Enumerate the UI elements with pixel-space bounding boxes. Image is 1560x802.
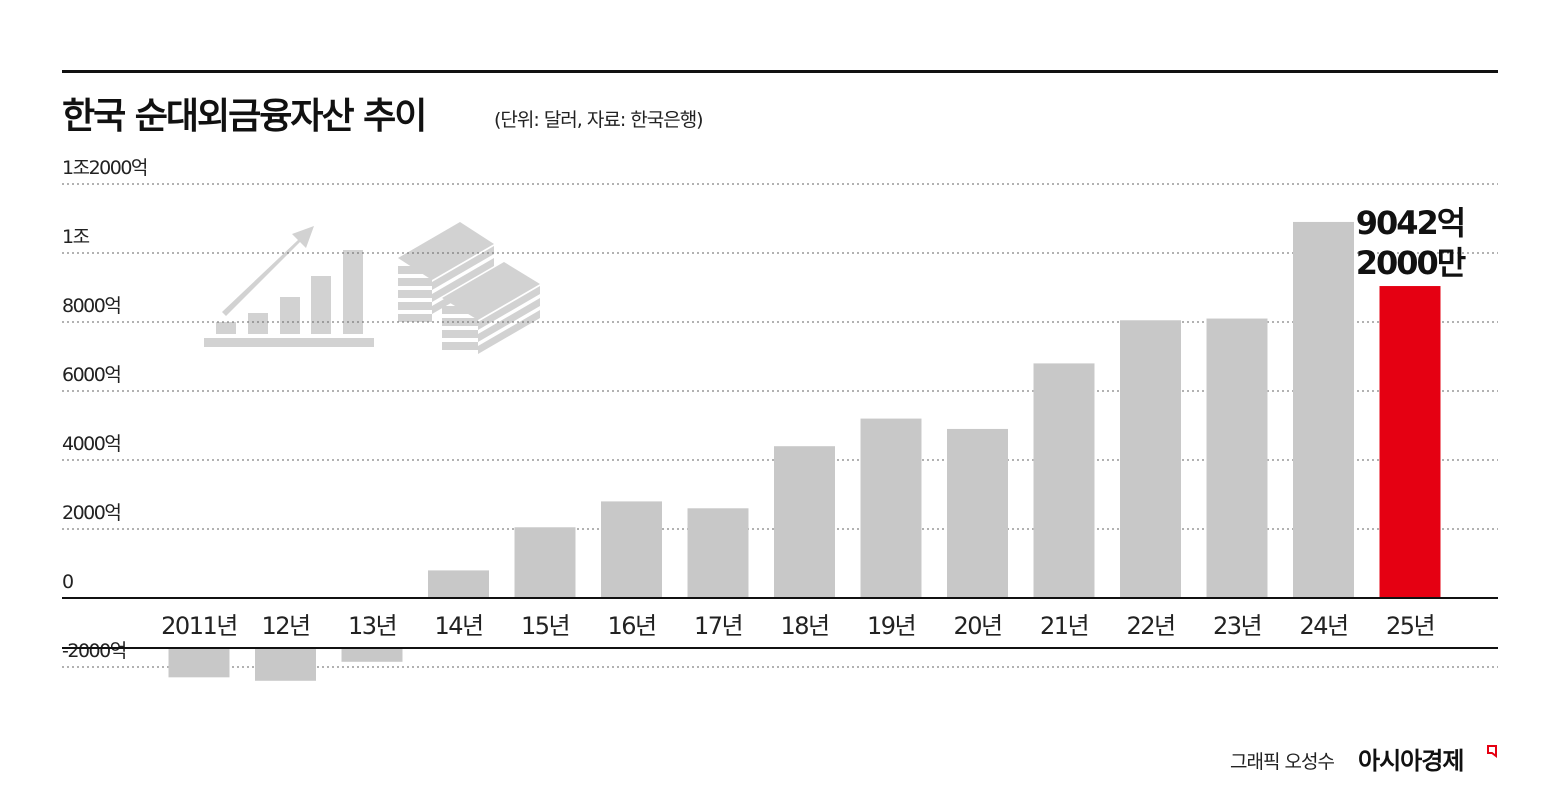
bar <box>1033 363 1095 598</box>
brand-mark-icon <box>1487 745 1497 758</box>
x-tick-label: 15년 <box>521 612 569 640</box>
x-tick-label: 19년 <box>867 612 915 640</box>
highlight-value-label: 9042억 <box>1356 204 1465 242</box>
x-tick-label: 12년 <box>261 612 309 640</box>
y-tick-label: 2000억 <box>62 502 120 524</box>
bar <box>514 527 576 598</box>
bar <box>1293 221 1354 598</box>
money-stack-icon <box>398 222 540 354</box>
bar <box>168 648 230 678</box>
bar <box>255 648 316 681</box>
bar <box>687 508 749 598</box>
x-tick-label: 18년 <box>780 612 828 640</box>
top-rule <box>62 70 1498 73</box>
bar-highlight <box>1379 286 1441 598</box>
y-tick-label: -2000억 <box>62 640 126 662</box>
y-tick-label: 8000억 <box>62 295 120 317</box>
publisher-brand: 아시아경제 <box>1358 747 1463 775</box>
x-tick-label: 2011년 <box>161 612 237 640</box>
bar <box>947 428 1008 598</box>
x-tick-label: 22년 <box>1126 612 1174 640</box>
bar <box>860 418 922 598</box>
y-tick-label: 0 <box>62 571 73 593</box>
bar <box>1206 318 1268 598</box>
bar <box>428 570 489 598</box>
x-tick-label: 17년 <box>694 612 742 640</box>
zero-axis-line <box>62 597 1498 599</box>
bar <box>774 446 835 598</box>
x-label-band-rule <box>62 647 1498 649</box>
y-tick-label: 1조 <box>62 226 90 248</box>
bars <box>168 221 1441 681</box>
x-tick-label: 23년 <box>1213 612 1261 640</box>
labels: 1조2000억 1조 8000억 6000억 4000억 2000억 0 -2000억 2011… <box>62 157 1468 662</box>
y-tick-label: 6000억 <box>62 364 120 386</box>
chart-title: 한국 순대외금융자산 추이 <box>62 96 425 137</box>
bar <box>601 501 662 598</box>
x-tick-label: 25년 <box>1386 612 1434 640</box>
x-tick-label: 20년 <box>953 612 1001 640</box>
graphic-credit: 그래픽 오성수 <box>1230 751 1334 773</box>
bar <box>341 648 403 662</box>
bar <box>1120 320 1181 598</box>
x-tick-label: 14년 <box>434 612 482 640</box>
highlight-value-label: 2000만 <box>1356 244 1466 282</box>
growth-chart-icon <box>204 226 374 347</box>
x-tick-label: 13년 <box>348 612 396 640</box>
x-tick-label: 21년 <box>1040 612 1088 640</box>
y-tick-label: 4000억 <box>62 433 120 455</box>
chart-subtitle: (단위: 달러, 자료: 한국은행) <box>494 109 703 131</box>
x-tick-label: 16년 <box>607 612 655 640</box>
y-tick-label: 1조2000억 <box>62 157 147 179</box>
x-tick-label: 24년 <box>1299 612 1347 640</box>
